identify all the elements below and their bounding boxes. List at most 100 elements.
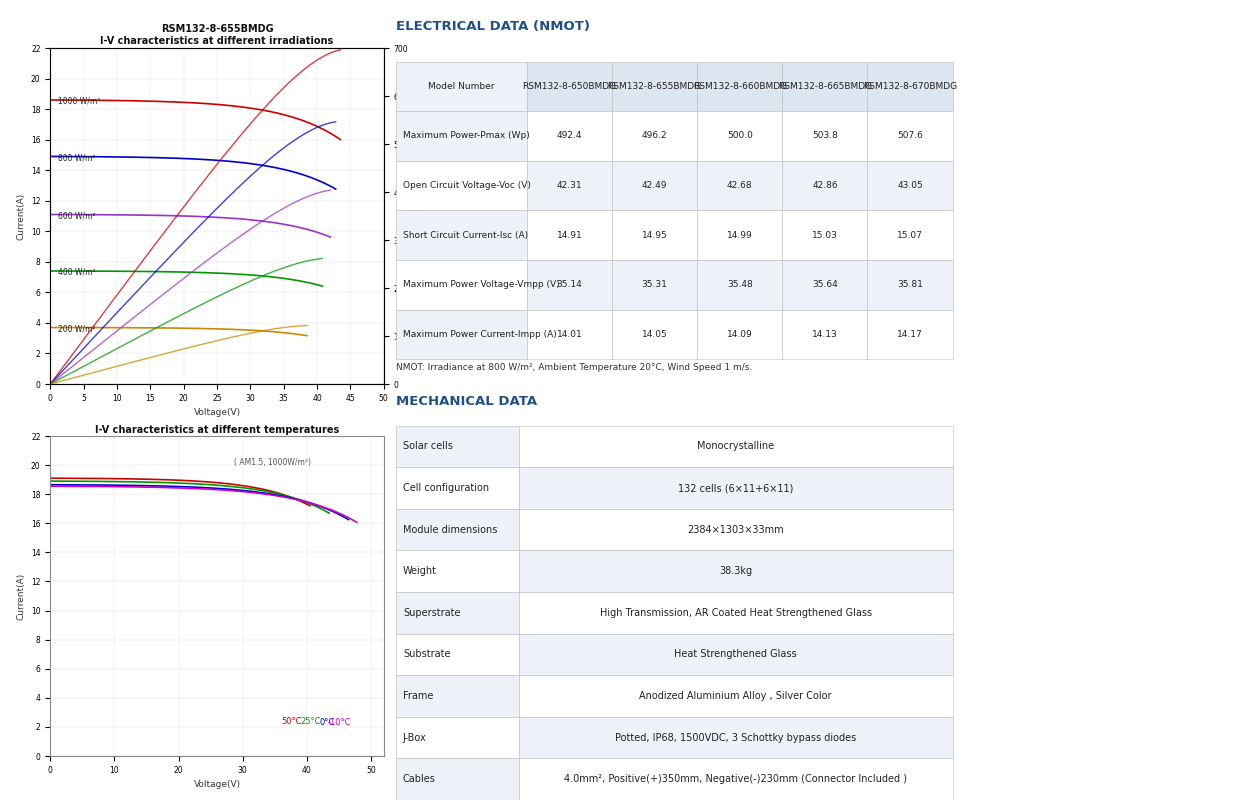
Text: MECHANICAL DATA: MECHANICAL DATA (396, 395, 537, 408)
Bar (527, 111, 613, 161)
Text: 38.3kg: 38.3kg (720, 566, 752, 576)
Bar (396, 592, 518, 634)
Bar (527, 260, 613, 310)
Bar (697, 111, 782, 161)
Text: NMOT: Irradiance at 800 W/m², Ambient Temperature 20°C, Wind Speed 1 m/s.: NMOT: Irradiance at 800 W/m², Ambient Te… (396, 363, 752, 372)
Text: 35.14: 35.14 (557, 280, 582, 290)
Bar (518, 758, 952, 800)
Bar (396, 260, 527, 310)
Text: 42.31: 42.31 (557, 181, 582, 190)
Bar (518, 675, 952, 717)
Bar (518, 426, 952, 467)
Bar (396, 111, 527, 161)
Bar (527, 210, 613, 260)
Text: Monocrystalline: Monocrystalline (697, 442, 774, 451)
Text: 42.49: 42.49 (642, 181, 668, 190)
Text: 25°C: 25°C (301, 718, 321, 726)
Bar (697, 310, 782, 359)
Bar (868, 62, 952, 111)
Bar (396, 161, 527, 210)
Text: Open Circuit Voltage-Voc (V): Open Circuit Voltage-Voc (V) (403, 181, 531, 190)
Text: Cables: Cables (403, 774, 435, 784)
Bar (613, 260, 697, 310)
Text: 15.07: 15.07 (897, 230, 923, 240)
Text: Maximum Power Voltage-Vmpp (V): Maximum Power Voltage-Vmpp (V) (403, 280, 560, 290)
Bar (613, 62, 697, 111)
Text: 35.31: 35.31 (642, 280, 668, 290)
Bar (396, 426, 518, 467)
Bar (396, 675, 518, 717)
Bar (613, 161, 697, 210)
Text: 200 W/m²: 200 W/m² (58, 324, 96, 334)
Text: 492.4: 492.4 (557, 131, 582, 141)
Bar (518, 717, 952, 758)
Bar (396, 758, 518, 800)
Y-axis label: Current(A): Current(A) (16, 192, 25, 240)
Bar (518, 509, 952, 550)
Bar (868, 111, 952, 161)
Text: 42.68: 42.68 (727, 181, 752, 190)
Bar (613, 111, 697, 161)
Text: Substrate: Substrate (403, 650, 450, 659)
Text: 600 W/m²: 600 W/m² (58, 211, 96, 220)
Bar (697, 161, 782, 210)
Bar (396, 210, 527, 260)
Text: 14.95: 14.95 (642, 230, 668, 240)
Text: Module dimensions: Module dimensions (403, 525, 497, 534)
Bar (396, 62, 527, 111)
X-axis label: Voltage(V): Voltage(V) (194, 780, 240, 790)
Bar (518, 634, 952, 675)
Title: RSM132-8-655BMDG
I-V characteristics at different irradiations: RSM132-8-655BMDG I-V characteristics at … (101, 24, 333, 46)
Text: 1000 W/m²: 1000 W/m² (58, 97, 101, 106)
Text: 35.81: 35.81 (897, 280, 923, 290)
Text: Model Number: Model Number (429, 82, 494, 91)
Text: 400 W/m²: 400 W/m² (58, 268, 96, 277)
Text: 14.13: 14.13 (811, 330, 838, 339)
Text: Weight: Weight (403, 566, 437, 576)
Y-axis label: Current(A): Current(A) (16, 572, 25, 620)
Text: Heat Strengthened Glass: Heat Strengthened Glass (674, 650, 796, 659)
Bar (518, 467, 952, 509)
Text: Frame: Frame (403, 691, 433, 701)
Text: High Transmission, AR Coated Heat Strengthened Glass: High Transmission, AR Coated Heat Streng… (600, 608, 872, 618)
Text: RSM132-8-665BMDG: RSM132-8-665BMDG (777, 82, 872, 91)
Text: Cell configuration: Cell configuration (403, 483, 489, 493)
Bar (697, 210, 782, 260)
Bar (782, 62, 868, 111)
Text: 15.03: 15.03 (811, 230, 838, 240)
Y-axis label: Power(W): Power(W) (414, 194, 423, 238)
Text: 35.48: 35.48 (727, 280, 752, 290)
Text: Anodized Aluminium Alloy , Silver Color: Anodized Aluminium Alloy , Silver Color (639, 691, 832, 701)
X-axis label: Voltage(V): Voltage(V) (194, 408, 240, 418)
Bar (527, 310, 613, 359)
Bar (782, 111, 868, 161)
Title: I-V characteristics at different temperatures: I-V characteristics at different tempera… (94, 426, 340, 435)
Text: ELECTRICAL DATA (NMOT): ELECTRICAL DATA (NMOT) (396, 20, 590, 33)
Text: 42.86: 42.86 (813, 181, 838, 190)
Text: ( AM1.5, 1000W/m²): ( AM1.5, 1000W/m²) (234, 458, 311, 467)
Bar (868, 210, 952, 260)
Bar (697, 260, 782, 310)
Text: 507.6: 507.6 (897, 131, 923, 141)
Bar (697, 62, 782, 111)
Text: 132 cells (6×11+6×11): 132 cells (6×11+6×11) (678, 483, 794, 493)
Text: RSM132-8-670BMDG: RSM132-8-670BMDG (863, 82, 957, 91)
Bar (527, 161, 613, 210)
Text: 50°C: 50°C (281, 717, 302, 726)
Text: RSM132-8-660BMDG: RSM132-8-660BMDG (693, 82, 786, 91)
Bar (868, 161, 952, 210)
Text: Potted, IP68, 1500VDC, 3 Schottky bypass diodes: Potted, IP68, 1500VDC, 3 Schottky bypass… (615, 733, 857, 742)
Text: RSM132-8-650BMDG: RSM132-8-650BMDG (522, 82, 616, 91)
Bar (396, 717, 518, 758)
Text: 14.91: 14.91 (557, 230, 582, 240)
Bar (613, 210, 697, 260)
Text: 0°C: 0°C (320, 718, 335, 727)
Bar (782, 260, 868, 310)
Text: J-Box: J-Box (403, 733, 426, 742)
Text: Maximum Power Current-Impp (A): Maximum Power Current-Impp (A) (403, 330, 557, 339)
Bar (518, 550, 952, 592)
Text: 35.64: 35.64 (811, 280, 838, 290)
Bar (613, 310, 697, 359)
Text: Superstrate: Superstrate (403, 608, 460, 618)
Text: 500.0: 500.0 (727, 131, 752, 141)
